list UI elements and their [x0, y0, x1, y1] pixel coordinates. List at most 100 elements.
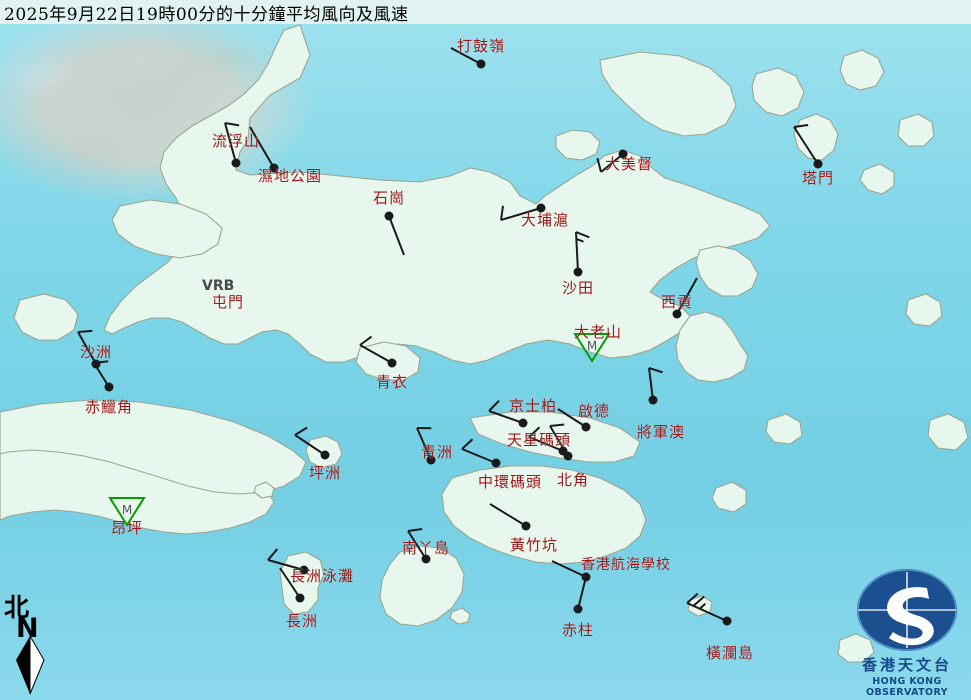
station-12-marker[interactable]: [93, 360, 114, 392]
station-10-label: 屯門: [212, 293, 245, 311]
station-0-label: 打鼓嶺: [457, 37, 506, 55]
page-title: 2025年9月22日19時00分的十分鐘平均風向及風速: [4, 4, 409, 25]
station-11-label: 沙洲: [80, 343, 113, 361]
station-5-label: 塔門: [802, 169, 835, 187]
station-20-marker[interactable]: [549, 423, 573, 461]
station-24-label: 香港航海學校: [581, 557, 671, 573]
station-29-marker[interactable]: [686, 592, 732, 626]
station-dot: [672, 309, 682, 319]
station-dot: [518, 418, 528, 428]
wind-barb-shaft: [294, 434, 326, 456]
station-dot: [813, 159, 823, 169]
station-19-marker[interactable]: [461, 438, 501, 468]
station-26-marker[interactable]: M: [108, 497, 146, 527]
wind-barb-full-flag: [267, 548, 279, 561]
station-0-marker[interactable]: [450, 47, 486, 69]
station-16-marker[interactable]: [488, 400, 528, 428]
station-15-label: 青洲: [421, 443, 454, 461]
station-4-label: 大美督: [605, 155, 654, 173]
station-dot: [722, 616, 732, 626]
wind-barb-full-flag: [407, 528, 423, 532]
station-dot: [521, 521, 531, 531]
station-dot: [231, 158, 241, 168]
wind-barb-shaft: [77, 331, 97, 365]
station-15-marker[interactable]: [416, 427, 436, 465]
station-dot: [299, 565, 309, 575]
wind-barb-shaft: [648, 367, 654, 401]
wind-barb-shaft: [557, 408, 587, 428]
compass-needle-right: [29, 634, 45, 695]
wind-barb-full-flag: [488, 400, 500, 412]
station-dot: [536, 203, 546, 213]
wind-barb-full-flag: [224, 122, 240, 127]
station-25-marker[interactable]: [573, 576, 587, 614]
maintenance-triangle-icon: [108, 497, 146, 527]
station-7-marker[interactable]: [573, 231, 590, 277]
station-10-variable-code: VRB: [202, 278, 235, 294]
wind-barb-shaft: [416, 427, 432, 461]
station-27-marker[interactable]: [267, 548, 309, 575]
station-8-label: 西貢: [661, 293, 694, 311]
station-28-marker[interactable]: [279, 567, 305, 603]
wind-barb-shaft: [600, 153, 624, 173]
compass-north-cn: 北: [4, 593, 30, 622]
station-5-marker[interactable]: [793, 123, 823, 169]
compass-north-en: N: [16, 613, 39, 644]
station-dot: [573, 604, 583, 614]
station-17-marker[interactable]: [557, 408, 591, 432]
station-dot: [426, 455, 436, 465]
station-2-marker[interactable]: [249, 126, 279, 173]
wind-barb-shaft: [577, 576, 587, 610]
station-dot: [573, 267, 583, 277]
station-8-marker[interactable]: [672, 277, 698, 319]
compass-rose: 北 N: [4, 588, 64, 696]
station-22-marker[interactable]: [407, 528, 431, 564]
maintenance-triangle-icon: [573, 333, 611, 363]
maintenance-marker-letter: M: [122, 503, 132, 517]
wind-barb-shaft: [686, 602, 728, 622]
station-20-label: 北角: [557, 471, 590, 489]
wind-barb-shaft: [793, 126, 819, 165]
hko-logo-mark: [857, 569, 957, 651]
wind-barb-half-flag: [699, 602, 707, 610]
hko-logo: 香港天文台 HONG KONG OBSERVATORY: [845, 568, 969, 698]
wind-barb-shaft: [461, 448, 497, 464]
station-4-marker[interactable]: [596, 149, 628, 173]
station-dot: [384, 211, 394, 221]
station-dot: [295, 593, 305, 603]
hko-logo-text-en: HONG KONG OBSERVATORY: [866, 676, 948, 698]
station-14-marker[interactable]: [294, 426, 330, 460]
station-12-label: 赤鱲角: [85, 398, 134, 416]
station-1-marker[interactable]: [224, 122, 241, 168]
wind-barb-full-flag: [596, 157, 602, 173]
station-23-marker[interactable]: [489, 503, 531, 531]
station-13-marker[interactable]: [359, 335, 397, 368]
wind-barb-shaft: [388, 215, 405, 256]
station-3-marker[interactable]: [384, 211, 405, 256]
station-2-label: 濕地公園: [258, 167, 323, 185]
wind-barb-full-flag: [793, 123, 809, 128]
station-dot: [387, 358, 397, 368]
station-17-label: 啟德: [578, 402, 611, 420]
wind-barb-shaft: [359, 344, 393, 364]
station-18-marker[interactable]: [528, 426, 568, 456]
wind-barb-full-flag: [692, 595, 705, 607]
station-3-label: 石崗: [373, 189, 406, 207]
station-23-label: 黃竹坑: [510, 536, 559, 554]
wind-barb-full-flag: [686, 592, 699, 604]
station-1-label: 流浮山: [212, 132, 261, 150]
station-dot: [581, 422, 591, 432]
station-6-marker[interactable]: [500, 203, 546, 221]
wind-barb-shaft: [407, 530, 427, 560]
station-7-label: 沙田: [562, 279, 595, 297]
wind-barb-shaft: [528, 436, 564, 452]
wind-barb-shaft: [93, 362, 110, 388]
station-9-marker[interactable]: M: [573, 333, 611, 363]
station-16-label: 京士柏: [509, 397, 558, 415]
station-19-label: 中環碼頭: [478, 473, 543, 491]
station-6-label: 大埔滬: [521, 211, 570, 229]
station-dot: [648, 395, 658, 405]
wind-barb-full-flag: [575, 231, 590, 239]
station-21-marker[interactable]: [648, 367, 663, 405]
